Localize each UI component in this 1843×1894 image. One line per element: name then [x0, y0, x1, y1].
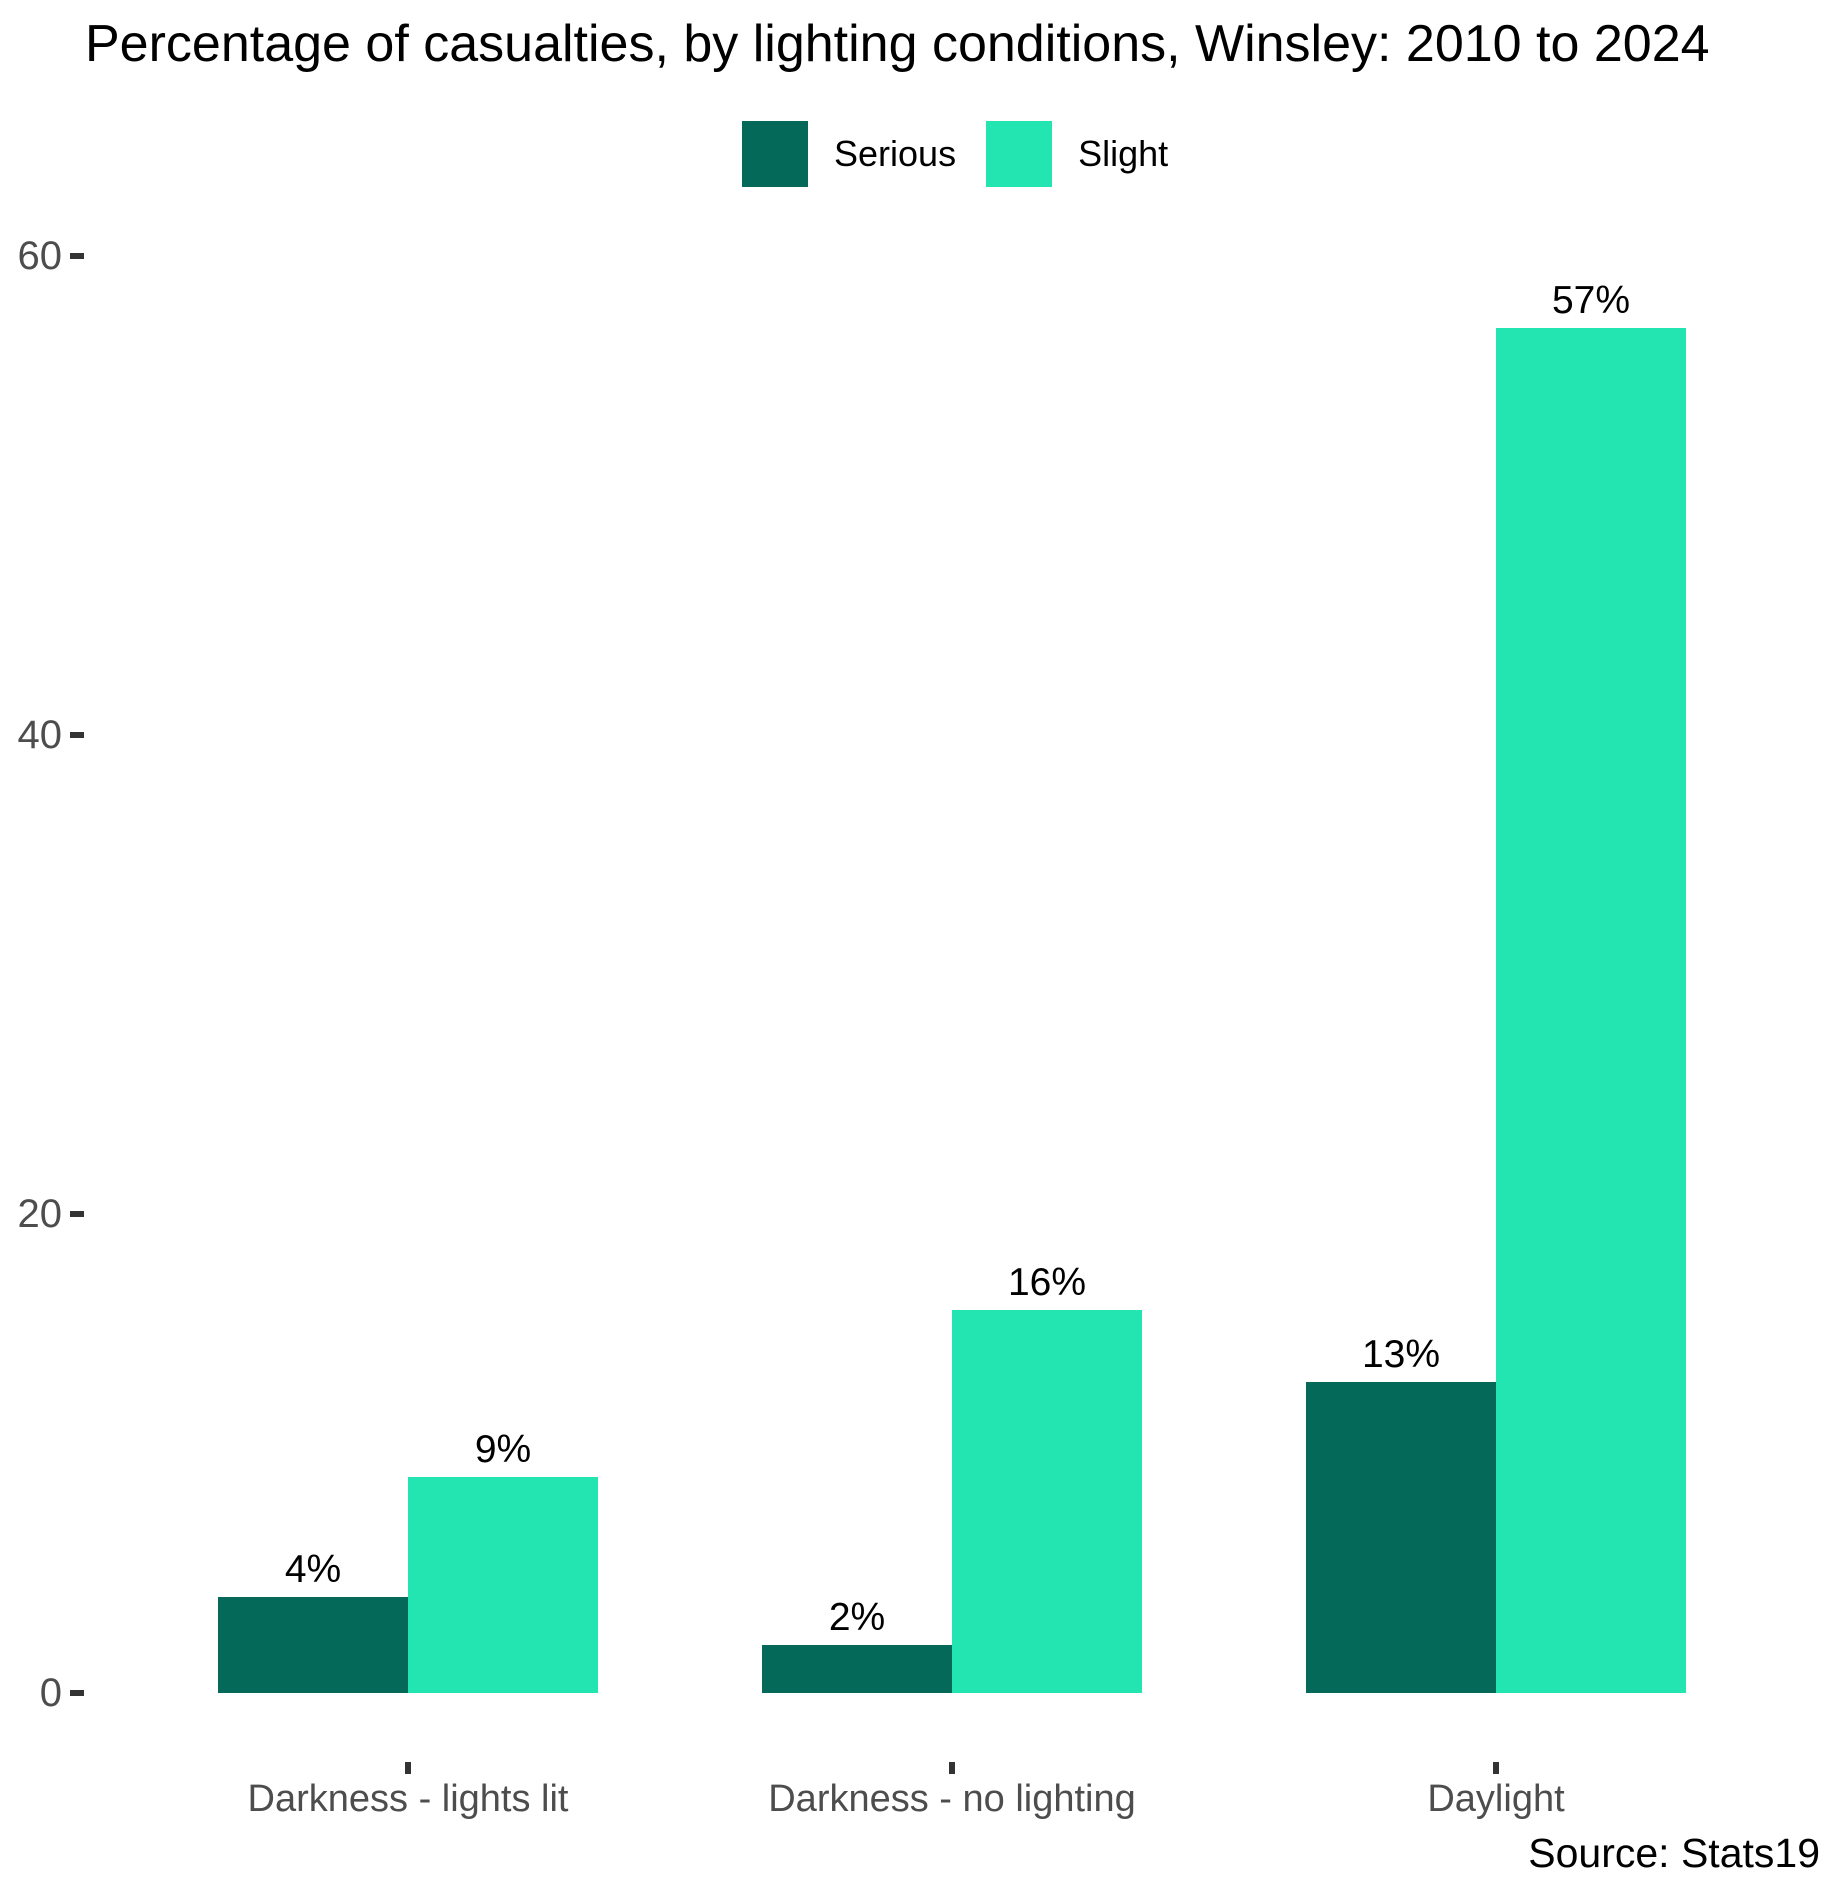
bar-slight-darkness-lights-lit	[408, 1477, 598, 1693]
legend-item-slight: Slight	[986, 121, 1168, 187]
x-axis-category-label: Darkness - no lighting	[768, 1778, 1136, 1820]
y-axis-tick-label: 0	[39, 1671, 62, 1715]
y-axis-tick-mark	[70, 732, 84, 738]
y-axis-tick-label: 40	[17, 713, 63, 757]
x-axis-tick-mark	[405, 1762, 411, 1774]
value-label-slight-daylight: 57%	[1551, 279, 1631, 322]
y-axis-tick-label: 60	[17, 234, 63, 278]
chart-title: Percentage of casualties, by lighting co…	[85, 15, 1710, 73]
source-note: Source: Stats19	[1528, 1830, 1820, 1876]
x-axis-category-label: Darkness - lights lit	[247, 1778, 569, 1820]
bar-slight-daylight	[1496, 328, 1686, 1693]
legend-swatch-slight	[986, 121, 1053, 187]
bar-serious-darkness-lights-lit	[218, 1597, 408, 1693]
bar-serious-darkness-no-lighting	[762, 1645, 952, 1693]
value-label-serious-darkness-lights-lit: 4%	[284, 1548, 342, 1591]
legend-label-serious: Serious	[834, 133, 957, 174]
x-axis-tick-mark	[949, 1762, 955, 1774]
legend-item-serious: Serious	[742, 121, 956, 187]
y-axis-tick-mark	[70, 1211, 84, 1217]
legend-label-slight: Slight	[1078, 133, 1169, 174]
x-axis-tick-mark	[1493, 1762, 1499, 1774]
y-axis-tick-mark	[70, 253, 84, 259]
bar-slight-darkness-no-lighting	[952, 1310, 1142, 1693]
value-label-slight-darkness-lights-lit: 9%	[474, 1428, 532, 1471]
legend-swatch-serious	[742, 121, 808, 187]
y-axis-tick-label: 20	[17, 1192, 63, 1236]
value-label-slight-darkness-no-lighting: 16%	[1007, 1261, 1087, 1304]
value-label-serious-daylight: 13%	[1361, 1333, 1441, 1376]
y-axis-tick-mark	[70, 1690, 84, 1696]
x-axis-category-label: Daylight	[1427, 1778, 1565, 1820]
value-label-serious-darkness-no-lighting: 2%	[828, 1596, 886, 1639]
legend: Serious Slight	[742, 121, 1168, 187]
bar-serious-daylight	[1306, 1382, 1496, 1693]
